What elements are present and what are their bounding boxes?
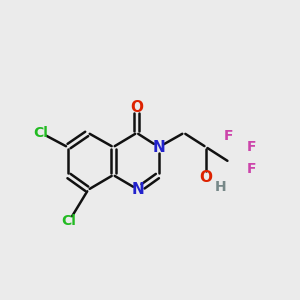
Text: Cl: Cl — [34, 126, 49, 140]
Text: N: N — [132, 182, 145, 197]
Text: O: O — [130, 100, 143, 115]
Text: Cl: Cl — [61, 214, 76, 228]
Text: O: O — [200, 169, 212, 184]
Text: F: F — [247, 140, 256, 154]
Text: F: F — [224, 129, 234, 143]
Text: F: F — [247, 162, 256, 176]
Text: N: N — [152, 140, 165, 154]
Text: H: H — [215, 180, 226, 194]
